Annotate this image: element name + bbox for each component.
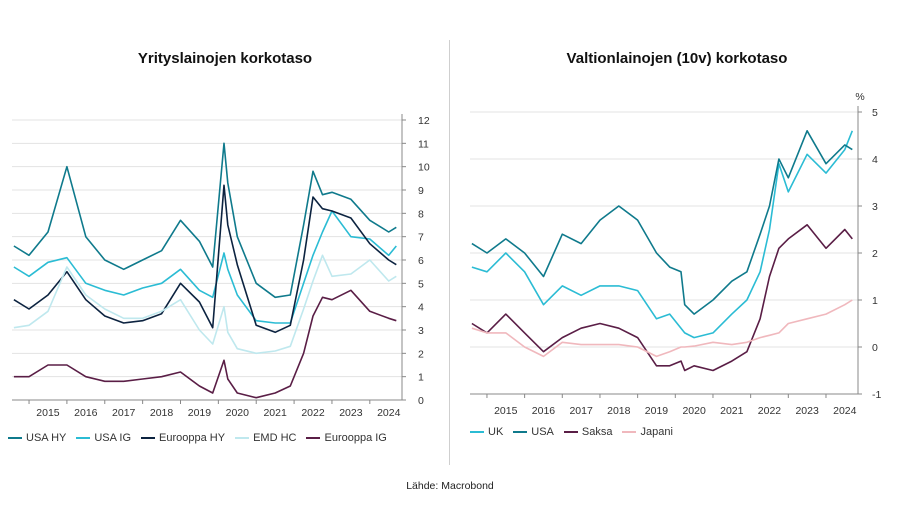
- government-yield-chart: -1 0 1 2 3 4 5% 2015 2016 2017 2018 2019 2020 2021 202…: [470, 91, 881, 417]
- legend-label: Saksa: [581, 426, 613, 438]
- x-tick-label: 2016: [532, 405, 556, 417]
- series-line-saksa: [471, 224, 853, 372]
- series-line-usa: [471, 130, 853, 315]
- series-line-japani: [471, 299, 853, 358]
- right-chart-title: Valtionlainojen (10v) korkotaso: [566, 50, 788, 67]
- y-tick-label: 4: [418, 302, 424, 314]
- legend-swatch: [141, 437, 156, 439]
- y-tick-label: 10: [418, 162, 430, 174]
- legend-label: EMD HC: [253, 432, 297, 444]
- legend-item-uk: UK: [470, 426, 503, 438]
- y-tick-label: 2: [872, 248, 878, 260]
- x-tick-label: 2017: [569, 405, 593, 417]
- x-tick-label: 2020: [226, 407, 250, 419]
- legend-swatch: [306, 437, 321, 439]
- x-tick-label: 2023: [339, 407, 363, 419]
- x-tick-label: 2016: [74, 407, 98, 419]
- series-line-eurooppa-ig: [13, 289, 397, 399]
- legend-swatch: [563, 431, 578, 433]
- series-line-usa-ig: [13, 210, 397, 324]
- y-tick-label: -1: [872, 389, 881, 401]
- legend-label: Japani: [640, 426, 673, 438]
- legend-label: USA: [531, 426, 554, 438]
- legend-item-eurooppa-ig: Eurooppa IG: [306, 432, 387, 444]
- y-tick-label: 4: [872, 154, 878, 166]
- y-tick-label: 6: [418, 255, 424, 267]
- y-tick-label: 5: [418, 278, 424, 290]
- x-tick-label: 2021: [720, 405, 744, 417]
- legend-label: Eurooppa HY: [159, 432, 226, 444]
- y-tick-label: 0: [418, 395, 424, 407]
- y-tick-label: 5: [872, 107, 878, 119]
- y-tick-label: 3: [418, 325, 424, 337]
- panel-divider: [449, 40, 450, 465]
- series-line-uk: [471, 130, 854, 339]
- x-tick-label: 2018: [150, 407, 174, 419]
- series-line-eurooppa-hy: [13, 184, 397, 334]
- legend-label: Eurooppa IG: [324, 432, 387, 444]
- y-tick-label: 1: [418, 372, 424, 384]
- legend-item-usa-ig: USA IG: [76, 432, 131, 444]
- legend-item-saksa: Saksa: [563, 426, 613, 438]
- legend-label: UK: [488, 426, 504, 438]
- x-tick-label: 2021: [263, 407, 287, 419]
- legend-item-emd-hc: EMD HC: [235, 432, 296, 444]
- legend-item-usa: USA: [513, 426, 554, 438]
- government-bond-panel: Valtionlainojen (10v) korkotaso -1 0 1 2 3 4 5…: [452, 0, 900, 470]
- legend-swatch: [235, 437, 250, 439]
- x-tick-label: 2022: [301, 407, 325, 419]
- right-legend: UK USA Saksa Japani: [470, 426, 673, 438]
- x-tick-label: 2019: [188, 407, 212, 419]
- x-tick-label: 2022: [758, 405, 782, 417]
- legend-item-japani: Japani: [622, 426, 673, 438]
- y-tick-label: 2: [418, 348, 424, 360]
- source-note: Lähde: Macrobond: [406, 480, 494, 492]
- x-tick-label: 2019: [645, 405, 669, 417]
- x-tick-label: 2018: [607, 405, 631, 417]
- legend-swatch: [8, 437, 22, 439]
- series-line-emd-hc: [13, 254, 397, 355]
- legend-item-eurooppa-hy: Eurooppa HY: [141, 432, 225, 444]
- y-tick-label: 7: [418, 232, 424, 244]
- y-tick-label: 9: [418, 185, 424, 197]
- left-chart-title: Yrityslainojen korkotaso: [137, 50, 313, 67]
- x-tick-label: 2023: [795, 405, 819, 417]
- legend-item-usa-hy: USA HY: [8, 432, 66, 444]
- series-line-usa-hy: [13, 142, 397, 299]
- legend-swatch: [513, 431, 528, 433]
- corporate-bond-panel: Yrityslainojen korkotaso 0 1 2 3 4 5 6 7 8 9 10 11 1…: [0, 0, 450, 470]
- y-axis-unit-label: %: [855, 91, 864, 103]
- x-tick-label: 2015: [494, 405, 518, 417]
- left-legend: USA HY USA IG Eurooppa HY EMD HC Eurooppa IG: [8, 432, 387, 444]
- legend-swatch: [622, 431, 637, 433]
- y-tick-label: 12: [418, 115, 430, 127]
- x-tick-label: 2015: [36, 407, 60, 419]
- y-tick-label: 8: [418, 208, 424, 220]
- legend-swatch: [76, 437, 91, 439]
- y-tick-label: 3: [872, 201, 878, 213]
- legend-swatch: [470, 431, 484, 433]
- y-tick-label: 11: [418, 138, 429, 150]
- x-tick-label: 2017: [112, 407, 136, 419]
- y-tick-label: 0: [872, 342, 878, 354]
- x-tick-label: 2020: [682, 405, 706, 417]
- x-tick-label: 2024: [833, 405, 857, 417]
- y-tick-label: 1: [872, 295, 878, 307]
- x-tick-label: 2024: [377, 407, 401, 419]
- legend-label: USA IG: [94, 432, 132, 444]
- legend-label: USA HY: [26, 432, 67, 444]
